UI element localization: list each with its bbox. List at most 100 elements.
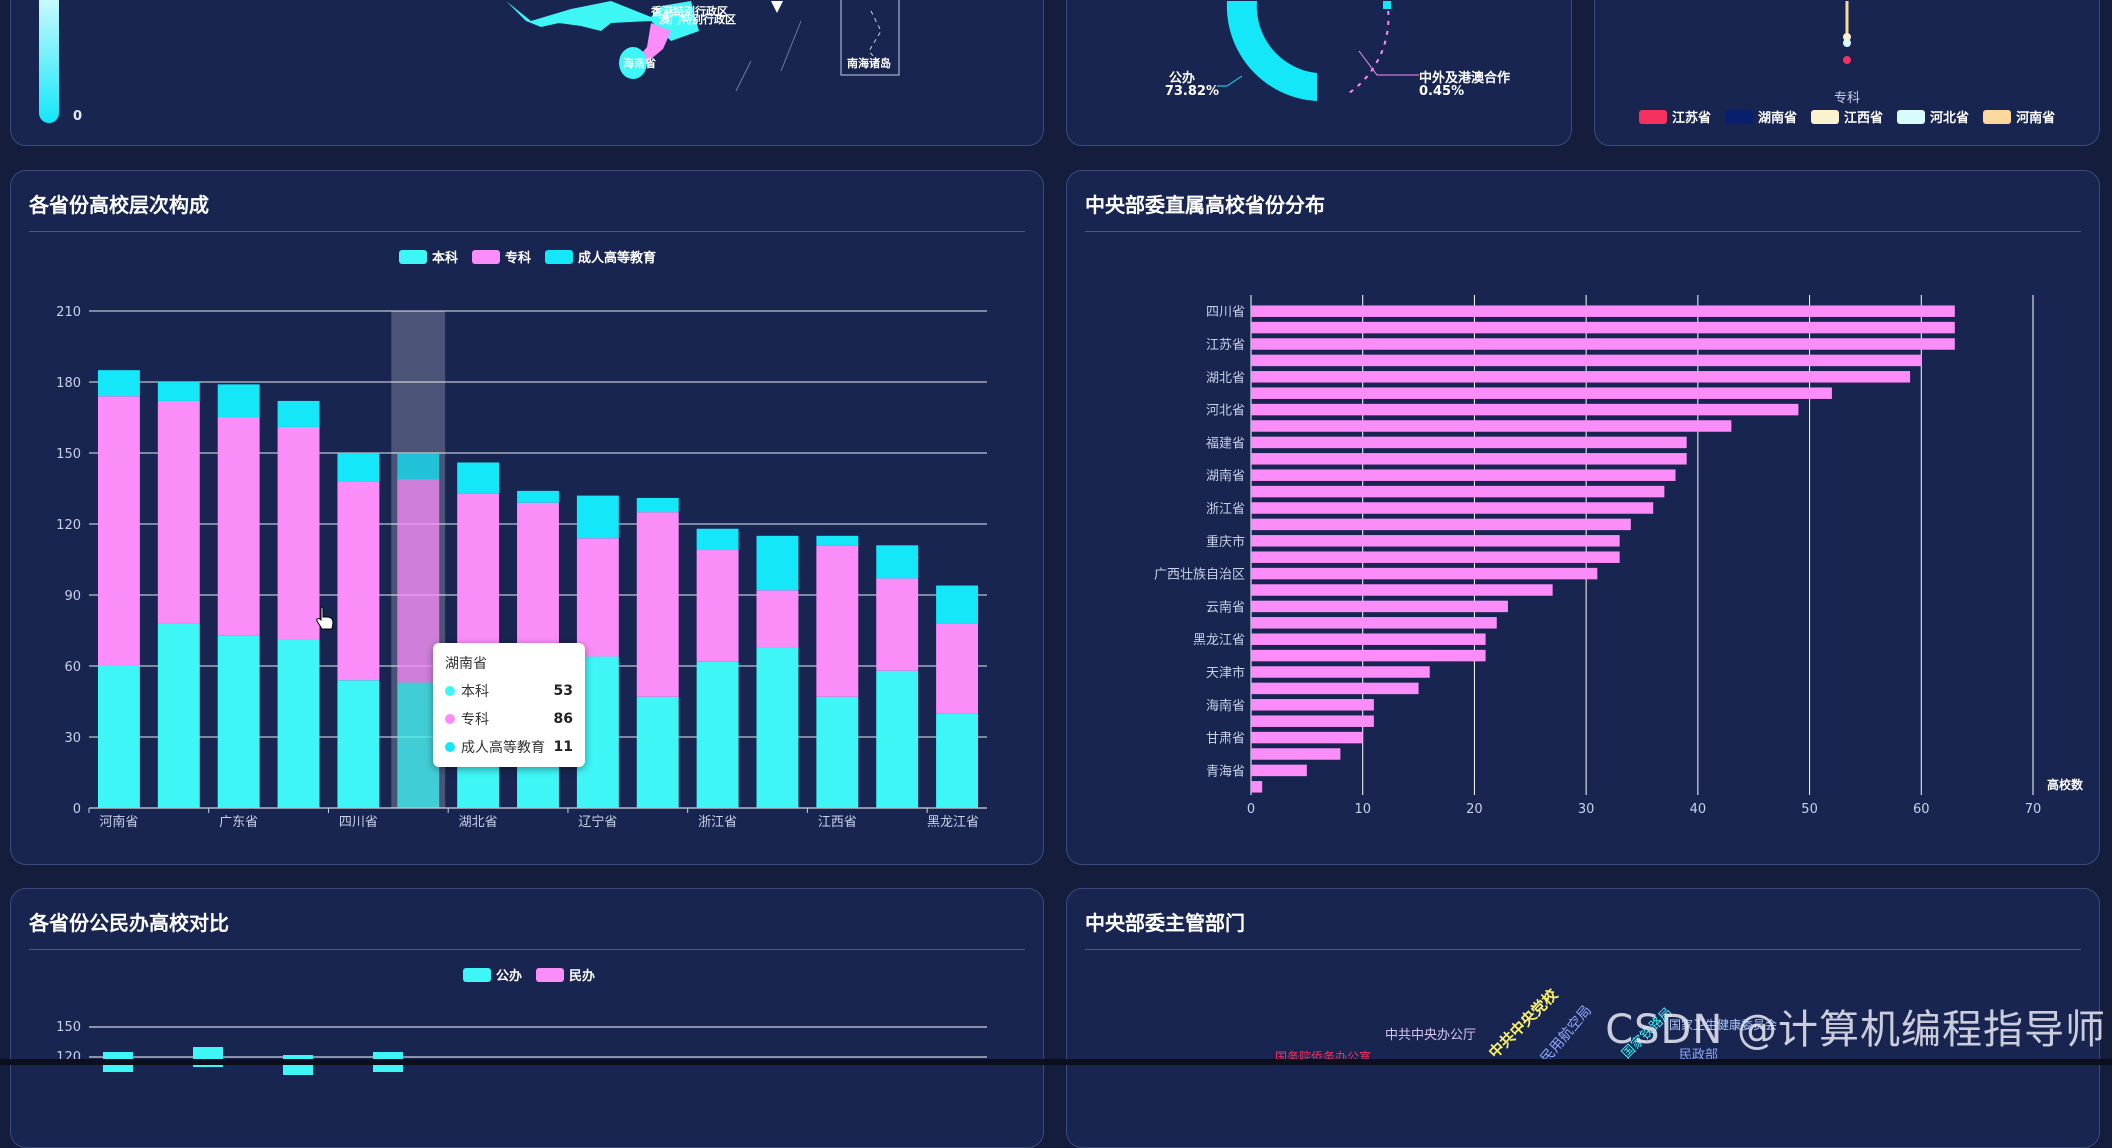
central-ytick-label: 福建省 (1206, 436, 1245, 451)
legend-item-henan[interactable]: 河南省 (1983, 107, 2055, 126)
legend-item-hebei[interactable]: 河北省 (1897, 107, 1969, 126)
levels-xtick-label: 湖北省 (459, 815, 498, 830)
compare-legend: 江苏省 湖南省 江西省 河北省 河南省 (1639, 107, 2055, 126)
levels-ytick-label: 60 (64, 660, 81, 675)
levels-title-divider (29, 231, 1025, 232)
central-ytick-label: 黑龙江省 (1193, 633, 1245, 648)
central-ytick-label: 青海省 (1206, 764, 1245, 779)
levels-bar-zhuanke (217, 417, 260, 636)
csdn-watermark: CSDN @计算机编程指导师 (1605, 1007, 2106, 1053)
levels-xtick-label: 黑龙江省 (927, 815, 979, 830)
pubpriv-legend: 公办 民办 (463, 965, 595, 984)
legend-item-zhuanke[interactable]: 专科 (472, 247, 531, 266)
levels-bar-zhuanke (576, 538, 619, 657)
levels-bar-benke (157, 623, 200, 808)
pubpriv-title-divider (29, 949, 1025, 950)
hand-cursor-icon (316, 606, 334, 630)
word-zhongban: 中共中央办公厅 (1385, 1028, 1476, 1043)
levels-bar-benke (337, 680, 380, 808)
levels-ytick-label: 210 (56, 305, 81, 320)
legend-item-benke[interactable]: 本科 (399, 247, 458, 266)
central-xtick-label: 50 (1801, 802, 1818, 817)
map-label-nanhai: 南海诸岛 (847, 56, 891, 70)
map-panel: 0 香港特别行政区 澳门特别行政区 海南省 南海诸岛 (10, 0, 1044, 146)
levels-bar-zhuanke (457, 493, 500, 669)
legend-item-jiangxi[interactable]: 江西省 (1811, 107, 1883, 126)
central-bar (1251, 600, 1508, 613)
central-ytick-label: 天津市 (1206, 665, 1245, 681)
central-bar (1251, 748, 1341, 760)
central-bar (1251, 371, 1911, 383)
map-label-hainan: 海南省 (623, 56, 656, 70)
central-xtick-label: 30 (1578, 802, 1595, 817)
central-ytick-label: 重庆市 (1206, 534, 1245, 550)
levels-bar-chengren (217, 384, 260, 418)
dept-title: 中央部委主管部门 (1085, 911, 1245, 935)
type-donut[interactable]: 公办 73.82% 中外及港澳合作 0.45% (1067, 0, 1572, 146)
central-bar (1251, 567, 1598, 580)
central-xtick-label: 40 (1690, 802, 1707, 817)
levels-bar-zhuanke (97, 396, 140, 666)
levels-bar-chengren (397, 453, 440, 480)
legend-item-jiangsu[interactable]: 江苏省 (1639, 107, 1711, 126)
levels-bar-zhuanke (936, 623, 979, 714)
central-bar (1251, 649, 1486, 662)
levels-panel: 各省份高校层次构成 本科 专科 成人高等教育 0 30 60 90 120 150 180 2… (10, 170, 1044, 865)
levels-legend: 本科 专科 成人高等教育 (399, 247, 656, 266)
central-bar (1251, 502, 1654, 514)
central-ytick-label: 海南省 (1206, 698, 1245, 714)
pubpriv-tick-150: 150 (56, 1020, 81, 1035)
central-xtick-label: 70 (2025, 802, 2042, 817)
central-bar (1251, 469, 1676, 481)
central-title-divider (1085, 231, 2081, 232)
bottom-bar (0, 1059, 2112, 1065)
central-bar (1251, 731, 1363, 744)
levels-xtick-label: 江西省 (818, 815, 857, 830)
dept-title-divider (1085, 949, 2081, 950)
donut-label-hezuo-name: 中外及港澳合作 (1419, 70, 1510, 86)
pubpriv-chart[interactable]: 150 120 (11, 889, 1044, 1148)
levels-bar-chengren (876, 545, 919, 579)
central-bar (1251, 518, 1631, 531)
central-xtick-label: 20 (1466, 802, 1483, 817)
levels-title: 各省份高校层次构成 (29, 193, 209, 217)
china-map[interactable]: 香港特别行政区 澳门特别行政区 海南省 南海诸岛 (11, 0, 1044, 146)
central-horizontal-bar-chart[interactable]: 0 10 20 30 40 50 60 70 高校数 四川省江苏省湖北省河北省福建省湖南省浙江省重… (1067, 171, 2100, 865)
compare-axis-label: 专科 (1834, 91, 1860, 106)
central-xtick-label: 60 (1913, 802, 1930, 817)
tooltip-row-zhuanke: 专科 86 (445, 709, 573, 729)
levels-bar-zhuanke (337, 481, 380, 681)
levels-bar-chengren (636, 497, 679, 513)
central-xtick-label: 10 (1354, 802, 1371, 817)
hover-tooltip: 湖南省 本科 53 专科 86 成人高等教育 11 (433, 643, 585, 767)
levels-xtick-label: 河南省 (99, 814, 138, 830)
levels-xtick-label: 四川省 (339, 815, 378, 830)
levels-bar-benke (756, 647, 799, 808)
levels-bar-chengren (936, 585, 979, 624)
map-scale-bar[interactable] (39, 0, 59, 123)
levels-bar-chengren (277, 400, 320, 427)
legend-item-gongban[interactable]: 公办 (463, 965, 522, 984)
central-ytick-label: 广西壮族自治区 (1154, 567, 1245, 583)
legend-item-minban[interactable]: 民办 (536, 965, 595, 984)
levels-bar-chengren (576, 495, 619, 539)
central-title: 中央部委直属高校省份分布 (1085, 193, 1325, 217)
levels-bar-benke (97, 666, 140, 808)
south-china-sea-box (840, 0, 900, 76)
tooltip-row-chengren: 成人高等教育 11 (445, 737, 573, 757)
central-bar (1251, 633, 1486, 645)
levels-bar-chengren (696, 528, 739, 551)
levels-ytick-label: 120 (56, 518, 81, 533)
legend-item-chengren[interactable]: 成人高等教育 (545, 247, 656, 266)
province-compare-chart[interactable]: 专科 (1595, 0, 2100, 146)
levels-bar-benke (277, 639, 320, 808)
levels-bar-benke (696, 661, 739, 808)
legend-item-hunan[interactable]: 湖南省 (1725, 107, 1797, 126)
central-bar (1251, 699, 1374, 711)
central-bar (1251, 764, 1307, 777)
central-ytick-label: 湖南省 (1206, 468, 1245, 484)
levels-bar-benke (936, 713, 979, 808)
central-bar (1251, 715, 1374, 727)
levels-bar-chengren (816, 535, 859, 546)
levels-bar-benke (636, 696, 679, 808)
